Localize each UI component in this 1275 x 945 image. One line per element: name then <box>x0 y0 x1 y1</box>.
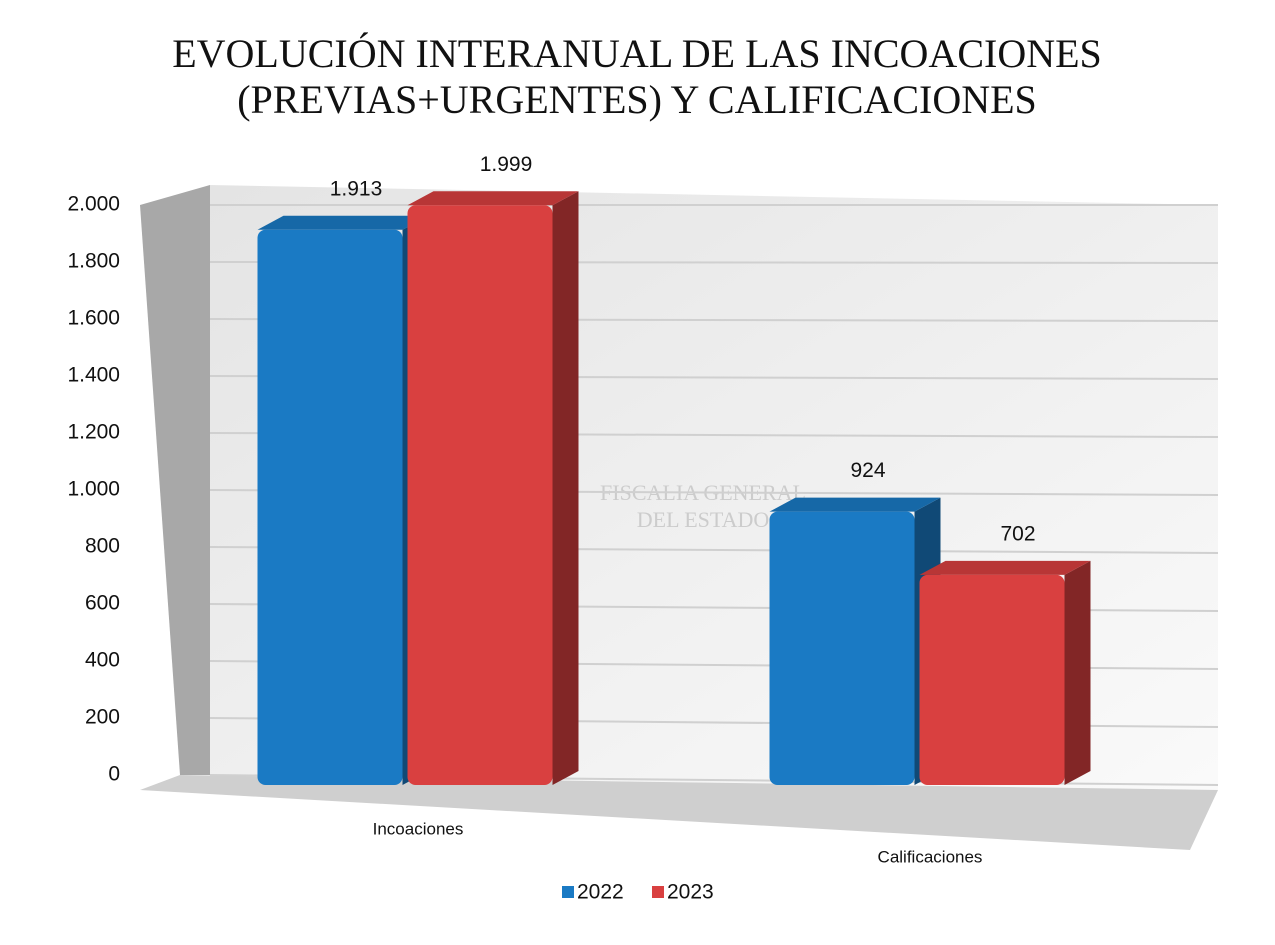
chart-title: EVOLUCIÓN INTERANUAL DE LAS INCOACIONES <box>172 31 1102 76</box>
value-label: 1.913 <box>330 177 383 200</box>
bar-face <box>407 191 579 206</box>
bar-face <box>769 497 941 512</box>
y-tick-label: 200 <box>85 706 120 729</box>
y-tick-label: 1.400 <box>67 364 120 387</box>
legend-label: 2022 <box>577 881 624 904</box>
bar-face <box>552 191 579 785</box>
bar <box>407 191 579 785</box>
x-tick-label: Calificaciones <box>878 847 983 866</box>
y-tick-label: 400 <box>85 649 120 672</box>
x-tick-label: Incoaciones <box>373 819 464 838</box>
y-tick-label: 1.200 <box>67 421 120 444</box>
bar-face <box>257 229 403 786</box>
bar-face <box>919 574 1065 785</box>
bar-face <box>769 511 915 785</box>
value-label: 924 <box>850 459 885 482</box>
watermark: DEL ESTADO <box>637 507 769 532</box>
bar <box>257 215 429 786</box>
chart-title: (PREVIAS+URGENTES) Y CALIFICACIONES <box>237 77 1037 122</box>
legend-swatch <box>652 886 664 898</box>
bar <box>919 560 1091 785</box>
floor <box>140 775 1218 850</box>
bar-face <box>407 205 553 785</box>
bar-face <box>257 215 429 230</box>
bar-face <box>1064 560 1091 785</box>
y-tick-label: 0 <box>108 763 120 786</box>
bar <box>769 497 941 785</box>
y-tick-label: 600 <box>85 592 120 615</box>
value-label: 1.999 <box>480 153 533 176</box>
y-tick-label: 1.800 <box>67 250 120 273</box>
y-tick-label: 1.600 <box>67 307 120 330</box>
y-tick-label: 1.000 <box>67 478 120 501</box>
legend-swatch <box>562 886 574 898</box>
y-tick-label: 800 <box>85 535 120 558</box>
value-label: 702 <box>1000 522 1035 545</box>
bar-face <box>919 560 1091 575</box>
legend-label: 2023 <box>667 881 714 904</box>
side-wall <box>140 185 210 775</box>
y-tick-label: 2.000 <box>67 193 120 216</box>
